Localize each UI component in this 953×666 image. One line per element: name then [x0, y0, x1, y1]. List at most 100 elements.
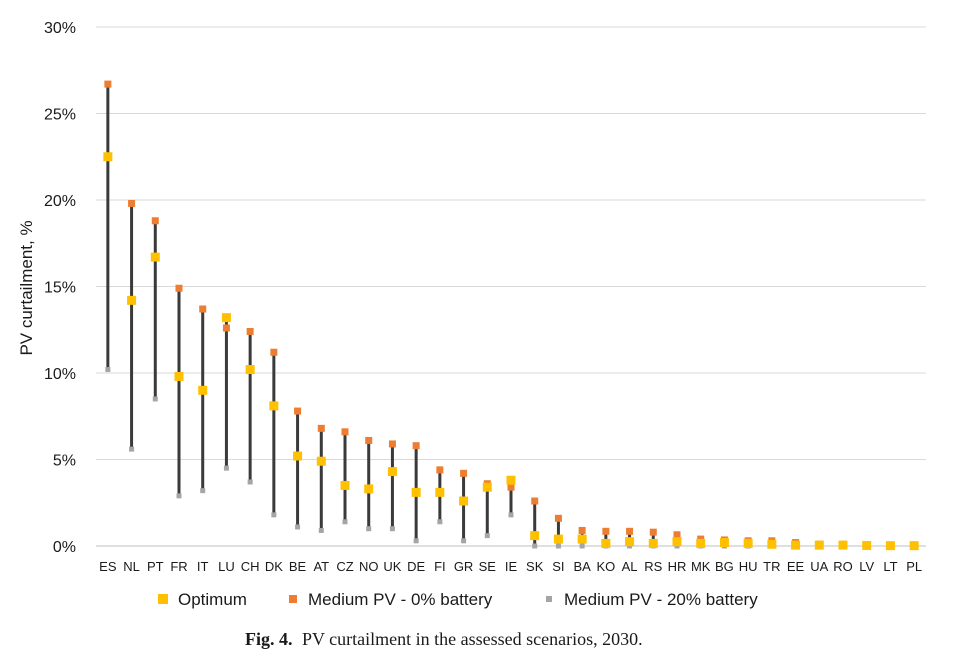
x-tick-label: PT [147, 559, 164, 574]
legend-label: Medium PV - 0% battery [308, 590, 493, 609]
marker-optimum [862, 540, 872, 550]
marker-optimum [530, 531, 540, 541]
marker-optimum [577, 534, 587, 544]
x-tick-label: AT [313, 559, 329, 574]
marker-optimum [553, 534, 563, 544]
x-tick-label: TR [763, 559, 780, 574]
x-tick-label: HR [668, 559, 687, 574]
marker-optimum [791, 540, 801, 550]
x-tick-label: DE [407, 559, 425, 574]
marker-medium-pv-0-battery [246, 327, 254, 335]
marker-medium-pv-0-battery [436, 466, 444, 474]
marker-medium-pv-20-battery [555, 543, 561, 549]
y-axis-ticks: 0% 5% 10% 15% 20% 25% 30% [44, 20, 76, 556]
figure-caption: Fig. 4. PV curtailment in the assessed s… [245, 629, 643, 649]
marker-optimum [648, 538, 658, 548]
marker-medium-pv-20-battery [223, 465, 229, 471]
marker-medium-pv-0-battery [673, 531, 681, 539]
marker-medium-pv-20-battery [200, 488, 206, 494]
marker-optimum [814, 540, 824, 550]
y-tick-label: 30% [44, 20, 76, 37]
x-tick-label: DK [265, 559, 283, 574]
marker-optimum [198, 385, 208, 395]
marker-optimum [506, 475, 516, 485]
x-axis-ticks: ES NL PT FR IT LU CH DK BE AT CZ NO UK DE FI GR SE IE SK SI… [99, 559, 922, 574]
x-tick-label: CH [241, 559, 260, 574]
marker-medium-pv-0-battery [270, 348, 278, 356]
marker-optimum [316, 456, 326, 466]
data-markers [103, 80, 919, 551]
marker-medium-pv-0-battery [294, 407, 302, 415]
marker-medium-pv-20-battery [579, 543, 585, 549]
x-tick-label: IT [197, 559, 209, 574]
marker-medium-pv-0-battery [602, 527, 610, 535]
legend-swatch [546, 596, 552, 602]
x-tick-label: PL [906, 559, 922, 574]
marker-optimum [174, 371, 184, 381]
marker-medium-pv-20-battery [105, 367, 111, 373]
x-tick-label: RS [644, 559, 662, 574]
marker-optimum [245, 365, 255, 375]
marker-medium-pv-0-battery [554, 514, 562, 522]
marker-medium-pv-20-battery [366, 526, 372, 532]
marker-optimum [672, 537, 682, 547]
marker-optimum [459, 496, 469, 506]
marker-medium-pv-20-battery [437, 519, 443, 525]
marker-medium-pv-20-battery [247, 479, 253, 485]
marker-medium-pv-0-battery [388, 440, 396, 448]
marker-medium-pv-20-battery [389, 526, 395, 532]
y-axis-label: PV curtailment, % [17, 220, 36, 355]
x-tick-label: EE [787, 559, 805, 574]
marker-medium-pv-0-battery [175, 284, 183, 292]
x-tick-label: FI [434, 559, 446, 574]
marker-optimum [411, 487, 421, 497]
marker-optimum [340, 480, 350, 490]
marker-optimum [625, 537, 635, 547]
marker-medium-pv-0-battery [104, 80, 112, 88]
marker-optimum [103, 152, 113, 162]
caption-text: PV curtailment in the assessed scenarios… [302, 629, 643, 649]
x-tick-label: LU [218, 559, 235, 574]
marker-optimum [127, 295, 137, 305]
legend-swatch [158, 594, 168, 604]
y-tick-label: 15% [44, 280, 76, 297]
marker-medium-pv-0-battery [365, 436, 373, 444]
x-tick-label: UA [810, 559, 828, 574]
marker-medium-pv-0-battery [626, 527, 634, 535]
x-tick-label: BE [289, 559, 307, 574]
x-tick-label: RO [833, 559, 853, 574]
x-tick-label: UK [383, 559, 401, 574]
marker-optimum [150, 252, 160, 262]
marker-medium-pv-0-battery [460, 469, 468, 477]
marker-medium-pv-0-battery [222, 324, 230, 332]
marker-medium-pv-0-battery [317, 424, 325, 432]
x-tick-label: BA [573, 559, 591, 574]
marker-medium-pv-0-battery [412, 442, 420, 450]
x-tick-label: SI [552, 559, 564, 574]
x-tick-label: NL [123, 559, 140, 574]
marker-optimum [767, 539, 777, 549]
marker-optimum [696, 538, 706, 548]
marker-medium-pv-0-battery [507, 483, 515, 491]
marker-optimum [482, 482, 492, 492]
legend-label: Optimum [178, 590, 247, 609]
x-tick-label: KO [596, 559, 615, 574]
marker-medium-pv-20-battery [484, 533, 490, 539]
marker-optimum [221, 313, 231, 323]
x-tick-label: IE [505, 559, 518, 574]
marker-medium-pv-20-battery [271, 512, 277, 518]
marker-medium-pv-0-battery [341, 428, 349, 436]
x-tick-label: MK [691, 559, 711, 574]
marker-optimum [838, 540, 848, 550]
marker-medium-pv-0-battery [128, 199, 136, 207]
caption-label: Fig. 4. [245, 629, 293, 649]
x-tick-label: HU [739, 559, 758, 574]
marker-medium-pv-0-battery [199, 305, 207, 313]
marker-optimum [885, 541, 895, 551]
marker-optimum [719, 538, 729, 548]
marker-optimum [269, 401, 279, 411]
marker-optimum [909, 541, 919, 551]
x-tick-label: LT [883, 559, 897, 574]
x-tick-label: LV [859, 559, 874, 574]
